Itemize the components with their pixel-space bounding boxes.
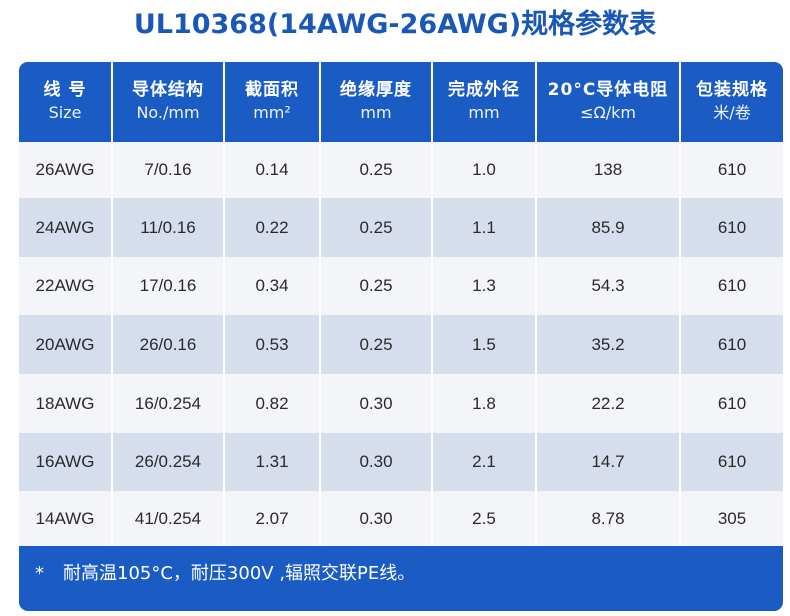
cell-resistance: 35.2 — [537, 315, 681, 374]
cell-insulation: 0.30 — [321, 374, 433, 433]
header-label: 导体结构 — [132, 80, 204, 100]
cell-diameter: 1.3 — [433, 257, 537, 315]
header-unit: Size — [48, 103, 82, 122]
cell-resistance: 138 — [537, 142, 681, 198]
cell-area: 0.82 — [225, 374, 321, 433]
header-conductor: 导体结构 No./mm — [113, 62, 225, 142]
cell-diameter: 1.5 — [433, 315, 537, 374]
cell-insulation: 0.25 — [321, 257, 433, 315]
cell-conductor: 7/0.16 — [113, 142, 225, 198]
cell-insulation: 0.25 — [321, 315, 433, 374]
cell-package: 610 — [717, 217, 747, 237]
table-row: 14AWG 41/0.254 2.07 0.30 2.5 8.78 305 — [19, 491, 783, 546]
cell-package: 610 — [717, 334, 747, 354]
header-unit: mm — [360, 103, 392, 122]
header-unit: No./mm — [136, 103, 200, 122]
cell-conductor: 17/0.16 — [113, 257, 225, 315]
cell-package: 610 — [717, 393, 747, 413]
cell-conductor: 11/0.16 — [113, 198, 225, 257]
cell-size: 14AWG — [19, 491, 113, 546]
page-title: UL10368(14AWG-26AWG)规格参数表 — [133, 9, 657, 40]
cell-size: 24AWG — [19, 198, 113, 257]
cell-size: 20AWG — [19, 315, 113, 374]
header-diameter: 完成外径 mm — [433, 62, 537, 142]
spec-table-panel: 线 号 Size 导体结构 No./mm 截面积 mm² 绝缘厚度 mm 完成外… — [19, 62, 783, 611]
cell-size: 26AWG — [19, 142, 113, 198]
header-unit: ≤Ω/km — [580, 103, 636, 122]
cell-area: 2.07 — [225, 491, 321, 546]
cell-resistance: 85.9 — [537, 198, 681, 257]
cell-diameter: 1.0 — [433, 142, 537, 198]
cell-diameter: 2.5 — [433, 491, 537, 546]
footnote: * 耐高温105°C，耐压300V ,辐照交联PE线。 — [19, 546, 783, 611]
footnote-text: 耐高温105°C，耐压300V ,辐照交联PE线。 — [63, 563, 416, 584]
header-size: 线 号 Size — [19, 62, 113, 142]
cell-size: 18AWG — [19, 374, 113, 433]
cell-diameter: 1.8 — [433, 374, 537, 433]
cell-diameter: 2.1 — [433, 433, 537, 491]
footnote-marker: * — [35, 563, 44, 584]
cell-area: 0.53 — [225, 315, 321, 374]
cell-package: 610 — [717, 160, 747, 179]
header-label: 完成外径 — [448, 80, 520, 100]
cell-insulation: 0.25 — [321, 198, 433, 257]
cell-size: 22AWG — [19, 257, 113, 315]
cell-package: 610 — [717, 276, 747, 295]
table-header: 线 号 Size 导体结构 No./mm 截面积 mm² 绝缘厚度 mm 完成外… — [19, 62, 783, 142]
cell-resistance: 14.7 — [537, 433, 681, 491]
table-row: 18AWG 16/0.254 0.82 0.30 1.8 22.2 610 — [19, 374, 783, 433]
table-row: 24AWG 11/0.16 0.22 0.25 1.1 85.9 610 — [19, 198, 783, 257]
cell-diameter: 1.1 — [433, 198, 537, 257]
header-resistance: 20°C导体电阻 ≤Ω/km — [537, 62, 681, 142]
cell-package: 610 — [717, 452, 747, 471]
cell-resistance: 22.2 — [537, 374, 681, 433]
header-label: 20°C导体电阻 — [547, 80, 669, 100]
cell-conductor: 16/0.254 — [113, 374, 225, 433]
cell-insulation: 0.30 — [321, 491, 433, 546]
cell-package: 305 — [717, 508, 747, 528]
cell-conductor: 26/0.16 — [113, 315, 225, 374]
cell-insulation: 0.25 — [321, 142, 433, 198]
cell-area: 0.34 — [225, 257, 321, 315]
cell-insulation: 0.30 — [321, 433, 433, 491]
table-row: 20AWG 26/0.16 0.53 0.25 1.5 35.2 610 — [19, 315, 783, 374]
cell-resistance: 8.78 — [537, 491, 681, 546]
cell-conductor: 26/0.254 — [113, 433, 225, 491]
cell-size: 16AWG — [19, 433, 113, 491]
table-row: 22AWG 17/0.16 0.34 0.25 1.3 54.3 610 — [19, 257, 783, 315]
cell-area: 1.31 — [225, 433, 321, 491]
header-label: 绝缘厚度 — [340, 80, 412, 100]
header-unit: mm² — [253, 103, 291, 122]
cell-conductor: 41/0.254 — [113, 491, 225, 546]
header-label: 包装规格 — [696, 80, 768, 100]
cell-area: 0.14 — [225, 142, 321, 198]
cell-resistance: 54.3 — [537, 257, 681, 315]
cell-area: 0.22 — [225, 198, 321, 257]
header-label: 截面积 — [245, 80, 299, 100]
header-insulation: 绝缘厚度 mm — [321, 62, 433, 142]
table-row: 16AWG 26/0.254 1.31 0.30 2.1 14.7 610 — [19, 433, 783, 491]
header-package: 包装规格 米/卷 — [681, 62, 783, 142]
header-label: 线 号 — [43, 80, 87, 100]
header-unit: 米/卷 — [713, 103, 751, 122]
header-unit: mm — [468, 103, 500, 122]
header-area: 截面积 mm² — [225, 62, 321, 142]
table-row: 26AWG 7/0.16 0.14 0.25 1.0 138 610 — [19, 142, 783, 198]
